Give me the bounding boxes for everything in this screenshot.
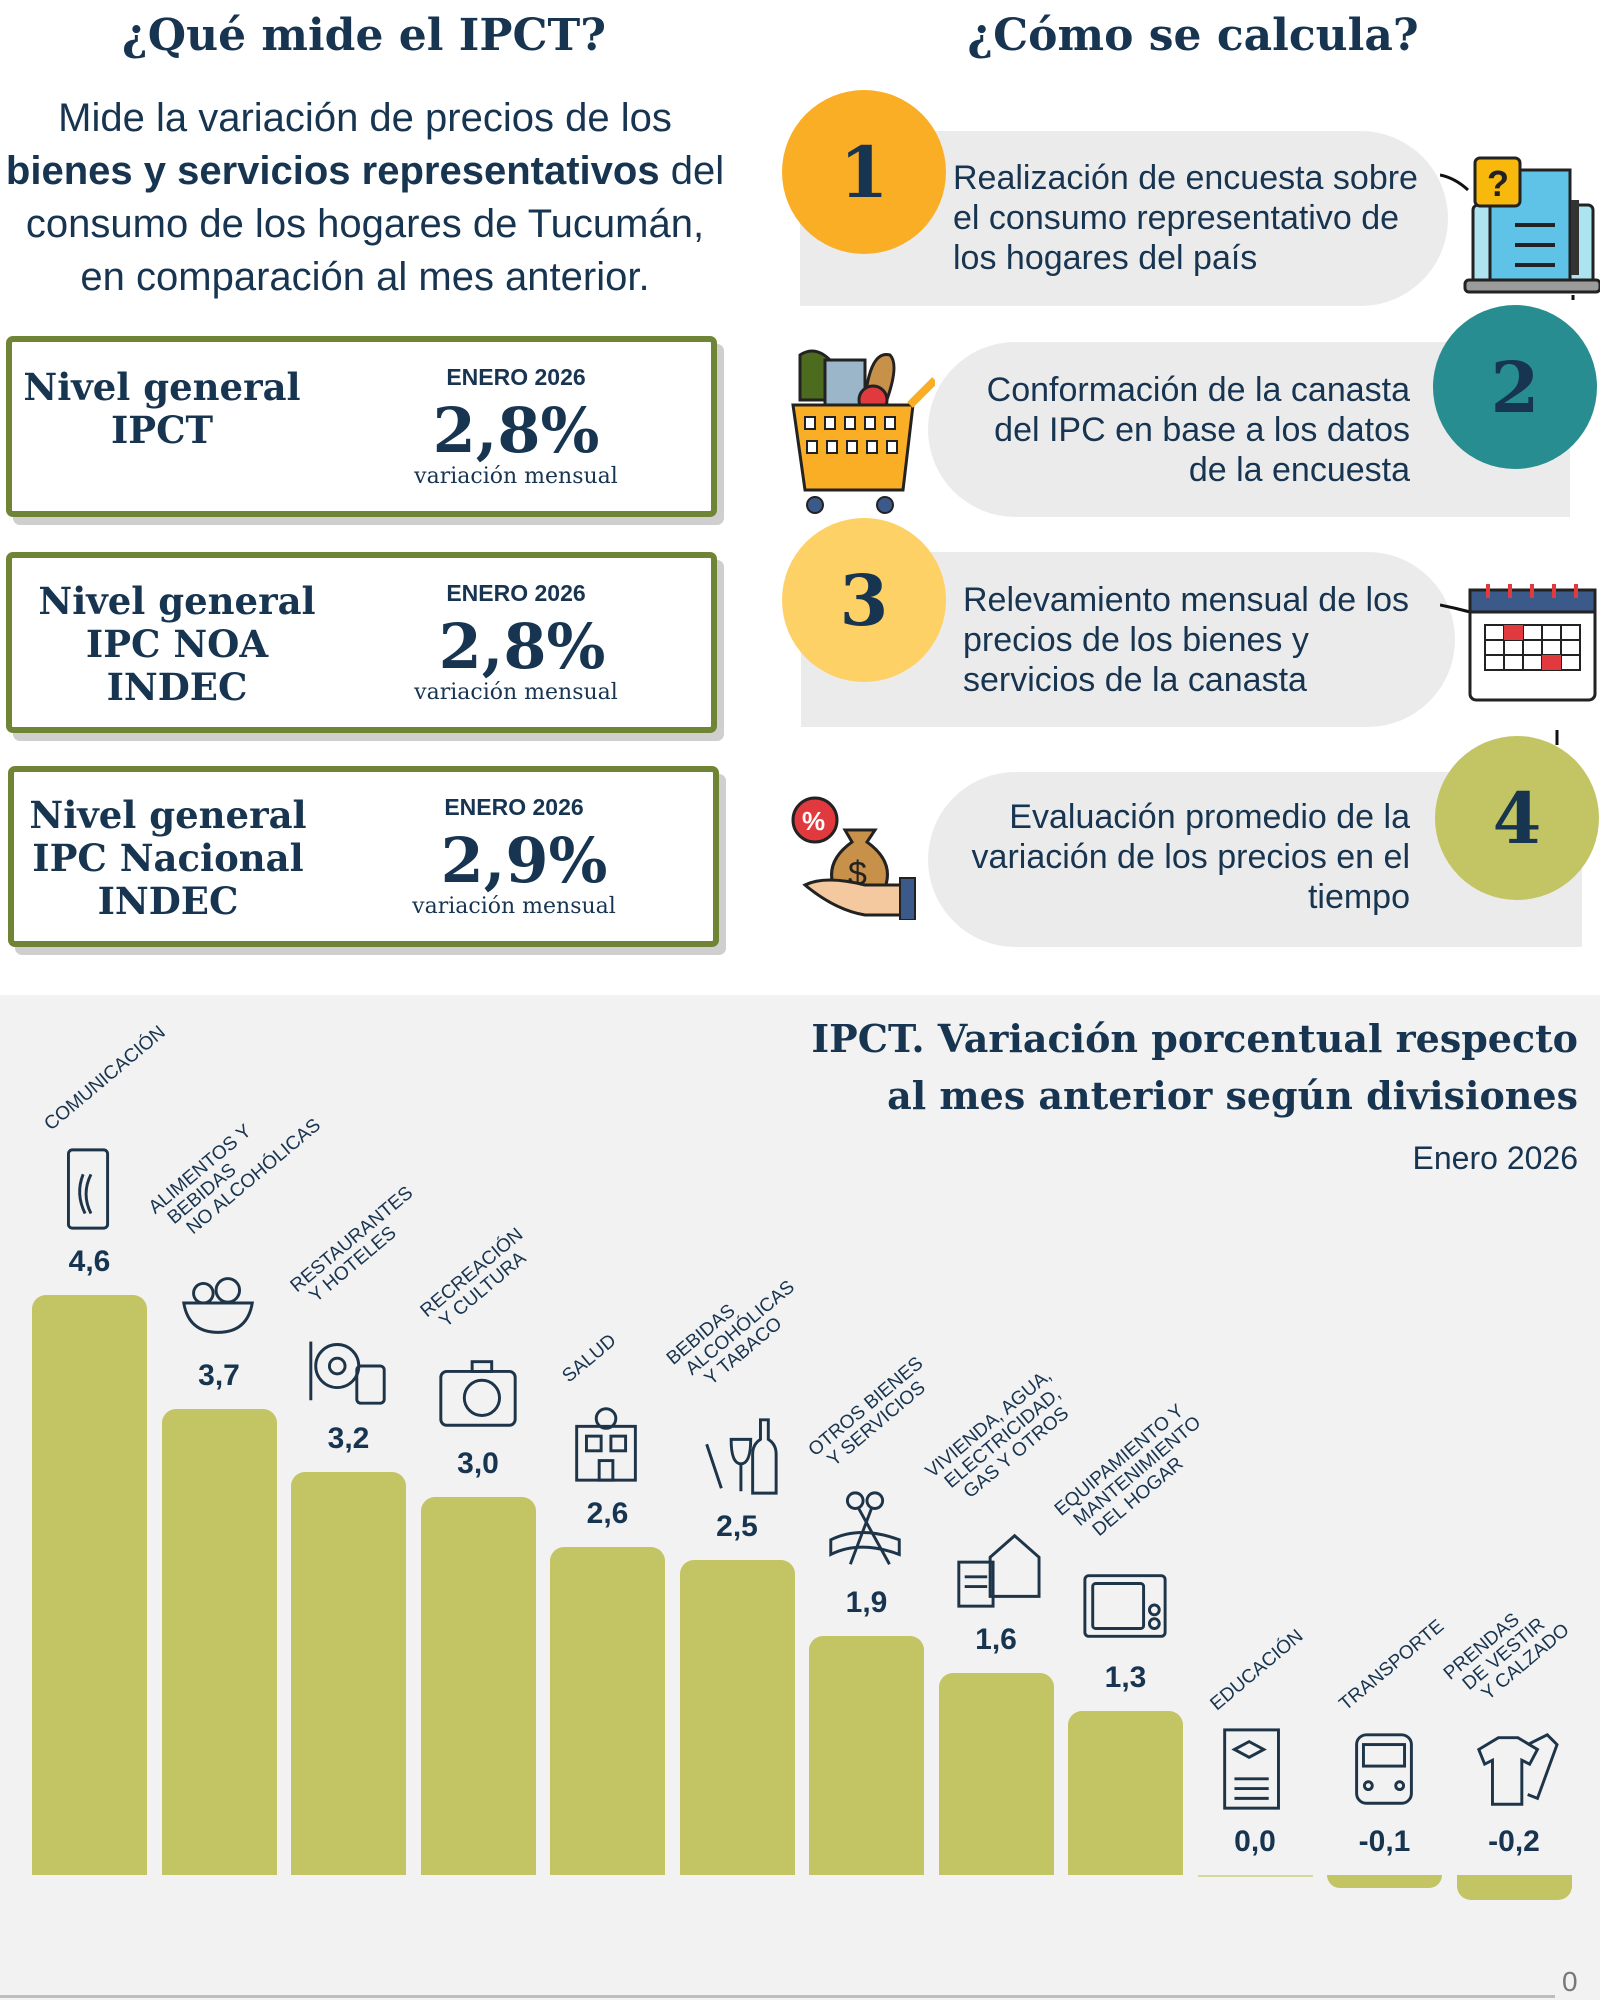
description-text-2: del consumo de los hogares de Tucumán, e… [25,149,725,299]
indicator-card-ipct: Nivel general IPCT ENERO 2026 2,8% varia… [6,336,717,517]
category-label: Equipamiento y mantenimiento del hogar [1051,1398,1218,1551]
step-2-circle: 2 [1433,305,1597,469]
step-1-circle: 1 [782,90,946,254]
value-label: 4,6 [68,1245,111,1279]
wine-bottle-icon [704,1418,778,1495]
value-label: 0,0 [1234,1825,1276,1858]
money-bag-hand-icon: % $ [791,796,916,920]
bar [809,1635,924,1875]
food-bowl-icon [181,1276,254,1334]
axis-zero-label: 0 [1562,1966,1578,1997]
value-label: -0,1 [1358,1825,1411,1858]
bar [1068,1711,1183,1875]
value-label: 3,2 [327,1421,370,1455]
indicator-caption: variación mensual [414,680,618,705]
category-label: Otros bienes y servicios [805,1353,940,1475]
chart-title-line-2: al mes anterior según divisiones [887,1073,1578,1118]
step-4-circle: 4 [1435,736,1599,900]
bar [420,1497,536,1875]
x-axis-line [0,1995,1555,1998]
step-4-text: Evaluación promedio de la variación de l… [971,798,1410,916]
house-document-icon [956,1534,1041,1609]
camera-icon [438,1360,517,1427]
indicator-title: Nivel general IPC NOA INDEC [38,579,316,709]
category-label-line: Educación [1206,1625,1307,1715]
bar [550,1547,665,1875]
value-label: 2,5 [716,1510,758,1543]
indicator-card-noa: Nivel general IPC NOA INDEC ENERO 2026 2… [6,552,717,733]
microwave-icon [1083,1574,1167,1638]
value-label: 3,7 [198,1358,240,1392]
category-label: Transporte [1335,1615,1449,1715]
value-label: 3,0 [457,1447,499,1480]
indicator-value: 2,8% [432,394,600,467]
value-label: 2,6 [586,1497,629,1531]
category-label-line: Transporte [1335,1615,1449,1715]
chart-subtitle: Enero 2026 [1412,1140,1578,1176]
clothes-icon [1476,1732,1559,1806]
bar [1197,1875,1313,1877]
ipct-description: Mide la variación de precios de los bien… [0,92,730,304]
bar [291,1471,406,1875]
bar [938,1673,1054,1875]
value-label: 1,3 [1104,1661,1147,1695]
bar [32,1295,147,1875]
value-label: 1,9 [845,1585,888,1619]
category-label: Vivienda, agua, electricidad, gas y otros [921,1366,1081,1513]
indicator-period: ENERO 2026 [444,794,584,820]
category-label: Comunicación [40,1022,170,1136]
indicator-period: ENERO 2026 [446,580,586,606]
step-3-circle: 3 [782,518,946,682]
diploma-icon [1222,1728,1280,1810]
indicator-value: 2,9% [440,824,608,897]
bar [679,1560,795,1875]
value-label: 1,6 [975,1623,1017,1657]
right-section-title: ¿Cómo se calcula? [967,10,1419,61]
indicator-period: ENERO 2026 [446,364,586,390]
step-1-text: Realización de encuesta sobre el consumo… [953,159,1418,277]
category-label-line: bebidas [163,1159,240,1229]
description-text-1: Mide la variación de precios de los [58,96,672,140]
step-3-text: Relevamiento mensual de los precios de l… [963,581,1410,699]
category-label: Recreación y cultura [416,1224,540,1337]
category-label-line: Salud [558,1330,621,1388]
description-bold: bienes y servicios representativos [5,149,660,193]
svg-text:?: ? [1487,163,1509,204]
left-section-title: ¿Qué mide el IPCT? [122,10,606,61]
category-label: Bebidas alcohólicas y tabaco [662,1262,811,1400]
smartphone-icon [66,1148,110,1231]
category-label: Salud [558,1330,621,1388]
category-label: Prendas de vestir y calzado [1439,1590,1573,1715]
shopping-cart-icon [791,349,935,514]
hospital-icon [575,1407,637,1483]
bar [1327,1875,1442,1888]
indicator-caption: variación mensual [414,464,618,489]
indicator-title: Nivel general IPC Nacional INDEC [29,793,307,923]
indicator-card-nacional: Nivel general IPC Nacional INDEC ENERO 2… [8,766,719,947]
bar [1456,1875,1572,1901]
step-2-text: Conformación de la canasta del IPC en ba… [986,371,1410,489]
category-label: Restaurantes y hoteles [287,1182,430,1312]
bus-icon [1355,1733,1413,1805]
value-label: -0,2 [1488,1825,1540,1858]
category-label-line: Comunicación [40,1022,170,1136]
bar [161,1408,277,1875]
restaurant-luggage-icon [309,1341,386,1405]
calendar-icon [1440,584,1597,745]
indicator-caption: variación mensual [412,894,616,919]
svg-text:%: % [802,806,825,836]
category-label: Educación [1206,1625,1307,1715]
indicator-value: 2,8% [438,610,606,683]
chart-title-line-1: IPCT. Variación porcentual respecto [811,1016,1578,1061]
indicator-title: Nivel general IPCT [23,365,301,452]
scissors-ribbon-icon [829,1490,901,1565]
survey-laptop-icon: ? [1440,156,1600,300]
category-label: Alimentos y bebidas no alcohólicas [144,1085,324,1249]
